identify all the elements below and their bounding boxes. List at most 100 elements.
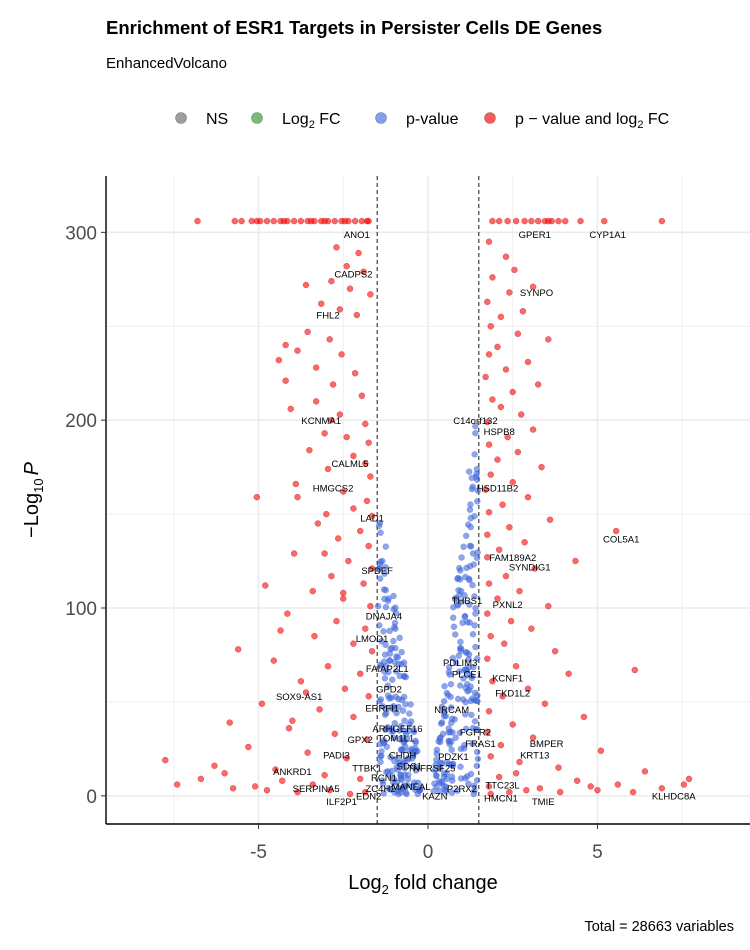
pvalue-point bbox=[395, 703, 402, 711]
pvalue-point bbox=[392, 693, 400, 700]
significant-point bbox=[294, 493, 301, 501]
pvalue-point bbox=[381, 595, 388, 603]
gene-label: ILF2P1 bbox=[326, 797, 357, 808]
pvalue-point bbox=[457, 682, 464, 689]
significant-point bbox=[685, 775, 693, 783]
gene-label: BMPER bbox=[530, 739, 564, 750]
plot-panel: ANO1 GPER1 CYP1A1 CADPS2 SYNPO FHL2 KCNMA1 C14o… bbox=[105, 176, 750, 825]
y-axis-title: −Log10 P bbox=[21, 461, 46, 538]
gene-label: SDC1 bbox=[397, 762, 422, 773]
significant-point bbox=[362, 460, 369, 467]
pvalue-point bbox=[399, 707, 407, 714]
pvalue-point bbox=[443, 775, 451, 783]
significant-point bbox=[362, 625, 369, 632]
pvalue-point bbox=[376, 575, 384, 582]
pvalue-point bbox=[440, 697, 448, 705]
pvalue-point bbox=[472, 643, 479, 651]
y-tick-label: 0 bbox=[86, 787, 97, 808]
pvalue-point bbox=[380, 628, 387, 635]
significant-point bbox=[484, 655, 491, 662]
significant-point bbox=[290, 217, 298, 225]
pvalue-point bbox=[466, 601, 473, 608]
pvalue-point bbox=[384, 705, 391, 712]
gene-label: PDLIM3 bbox=[443, 658, 477, 669]
significant-point bbox=[529, 426, 537, 433]
gene-label: HMCN1 bbox=[484, 793, 518, 804]
significant-point bbox=[353, 311, 361, 319]
significant-point bbox=[601, 217, 608, 225]
significant-point bbox=[641, 768, 649, 775]
pvalue-point bbox=[474, 487, 482, 494]
pvalue-point bbox=[462, 532, 470, 540]
y-axis-title-main: −Log bbox=[21, 493, 43, 538]
gene-label: LAD1 bbox=[360, 514, 384, 525]
significant-point bbox=[294, 347, 301, 354]
significant-point bbox=[529, 283, 537, 291]
pvalue-point bbox=[392, 667, 400, 675]
significant-point bbox=[285, 724, 293, 732]
gene-label: SYNDIG1 bbox=[509, 562, 551, 573]
x-tick-label: 0 bbox=[423, 842, 434, 863]
significant-point bbox=[658, 785, 666, 792]
significant-point bbox=[658, 217, 666, 225]
pvalue-point bbox=[471, 718, 479, 725]
significant-point bbox=[501, 640, 508, 647]
pvalue-point bbox=[459, 619, 466, 626]
pvalue-point bbox=[465, 780, 472, 787]
significant-point bbox=[258, 700, 266, 708]
gene-label: RCN1 bbox=[371, 773, 397, 784]
significant-point bbox=[356, 775, 364, 783]
significant-point bbox=[502, 366, 510, 373]
pvalue-point bbox=[376, 697, 383, 705]
significant-point bbox=[487, 632, 494, 640]
significant-point bbox=[580, 713, 588, 721]
pvalue-point bbox=[468, 711, 475, 719]
pvalue-point bbox=[400, 693, 408, 701]
pvalue-point bbox=[390, 734, 397, 742]
pvalue-point bbox=[448, 746, 455, 754]
gene-label: FHL2 bbox=[316, 311, 339, 322]
pvalue-point bbox=[406, 710, 413, 717]
legend-key-p bbox=[375, 112, 387, 124]
significant-point bbox=[484, 554, 491, 561]
pvalue-point bbox=[470, 790, 478, 798]
significant-point bbox=[541, 700, 549, 708]
significant-point bbox=[284, 610, 291, 617]
gene-label: KCNF1 bbox=[492, 673, 523, 684]
pvalue-point bbox=[388, 676, 396, 683]
significant-point bbox=[306, 446, 313, 454]
significant-point bbox=[534, 381, 542, 388]
pvalue-point bbox=[462, 573, 469, 581]
significant-point bbox=[351, 369, 359, 377]
significant-point bbox=[173, 781, 181, 788]
pvalue-point bbox=[472, 423, 479, 430]
pvalue-point bbox=[472, 429, 479, 437]
gene-label: KCNMA1 bbox=[301, 416, 341, 427]
pvalue-point bbox=[397, 771, 404, 778]
x-axis-title-rest: fold change bbox=[389, 872, 498, 894]
significant-point bbox=[355, 249, 362, 257]
pvalue-point bbox=[382, 641, 389, 649]
pvalue-point bbox=[454, 787, 461, 795]
significant-point bbox=[545, 217, 552, 225]
significant-point bbox=[365, 439, 372, 446]
pvalue-point bbox=[375, 565, 383, 573]
significant-point bbox=[343, 262, 350, 270]
significant-point bbox=[511, 266, 518, 274]
significant-point bbox=[516, 587, 523, 595]
pvalue-point bbox=[448, 789, 456, 796]
significant-point bbox=[529, 734, 537, 741]
significant-point bbox=[367, 291, 374, 298]
significant-point bbox=[499, 693, 506, 700]
significant-point bbox=[545, 602, 552, 610]
significant-point bbox=[507, 617, 515, 625]
significant-point bbox=[497, 403, 505, 411]
significant-point bbox=[367, 602, 374, 610]
gene-label: SOX9-AS1 bbox=[276, 692, 322, 703]
gene-label: CALML5 bbox=[332, 459, 369, 470]
pvalue-point bbox=[442, 783, 450, 790]
significant-point bbox=[506, 788, 513, 796]
pvalue-point bbox=[466, 686, 473, 694]
pvalue-point bbox=[468, 485, 476, 493]
significant-point bbox=[536, 785, 544, 792]
